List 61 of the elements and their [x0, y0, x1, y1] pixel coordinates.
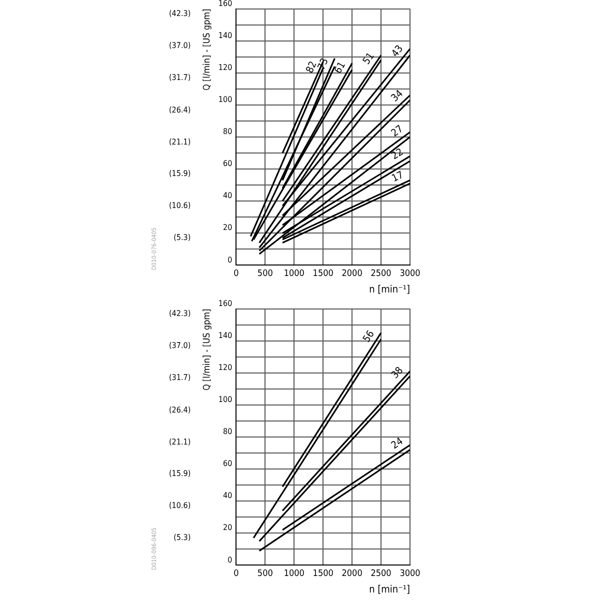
x-tick-label: 2000	[342, 568, 362, 579]
y2-tick-label: (26.4)	[168, 405, 191, 414]
y-tick-label: 120	[218, 362, 233, 372]
y2-tick-label: (21.1)	[168, 137, 191, 146]
y2-tick-label: (5.3)	[174, 233, 191, 242]
y-tick-label: 100	[218, 95, 233, 104]
text: 24	[390, 436, 406, 452]
x-tick-label: 1500	[312, 568, 334, 579]
text: 43	[390, 44, 406, 60]
y-tick-label: 40	[223, 191, 233, 200]
y2-tick-label: (26.4)	[168, 105, 191, 114]
y2-tick-label: (42.3)	[168, 8, 191, 18]
y-tick-label: 60	[223, 459, 233, 468]
y-tick-label: 0	[228, 255, 233, 264]
y-axis-title: Q [l/min] - [US gpm]	[202, 308, 212, 391]
y-tick-label: 40	[223, 491, 233, 500]
y-tick-label: 80	[223, 127, 233, 136]
text: 51	[361, 51, 377, 67]
y-tick-label: 20	[223, 523, 233, 532]
text: 61	[332, 60, 348, 76]
y-tick-label: 0	[228, 555, 233, 564]
text: 34	[390, 88, 406, 104]
y2-tick-label: (10.6)	[168, 501, 191, 510]
text: 27	[390, 124, 406, 140]
y2-tick-label: (15.9)	[168, 168, 191, 178]
x-axis-title: n [min⁻¹]	[369, 584, 410, 596]
y2-tick-label: (31.7)	[168, 73, 191, 82]
x-axis-title: n [min⁻¹]	[369, 284, 410, 296]
x-tick-label: 1000	[284, 568, 304, 579]
x-tick-label: 3000	[400, 568, 420, 579]
y2-tick-label: (42.3)	[168, 308, 191, 318]
x-tick-label: 500	[257, 268, 273, 279]
y-tick-label: 100	[218, 395, 233, 404]
x-tick-label: 1500	[312, 268, 334, 279]
y-tick-label: 140	[218, 330, 233, 340]
y-tick-label: 80	[223, 427, 233, 436]
y-tick-label: 160	[218, 298, 233, 308]
y2-tick-label: (15.9)	[168, 468, 191, 478]
text: 38	[390, 365, 406, 382]
y-tick-label: 120	[218, 62, 233, 72]
y-tick-label: 140	[218, 30, 233, 40]
y2-tick-label: (37.0)	[168, 41, 191, 50]
y2-tick-label: (31.7)	[168, 373, 191, 382]
text: 73	[316, 56, 331, 72]
x-tick-label: 2500	[370, 268, 392, 279]
y2-tick-label: (5.3)	[174, 533, 191, 542]
y-tick-label: 20	[223, 223, 233, 232]
text: 22	[390, 146, 406, 162]
y-tick-label: 160	[218, 0, 233, 8]
x-tick-label: 500	[257, 568, 273, 579]
x-tick-label: 2500	[370, 568, 392, 579]
text: 17	[390, 170, 406, 185]
text: 56	[361, 328, 377, 345]
y2-tick-label: (10.6)	[168, 201, 191, 210]
x-tick-label: 1000	[284, 268, 304, 279]
y2-tick-label: (21.1)	[168, 437, 191, 446]
y-tick-label: 60	[223, 159, 233, 168]
x-tick-label: 3000	[400, 268, 420, 279]
x-tick-label: 2000	[342, 268, 362, 279]
y2-tick-label: (37.0)	[168, 341, 191, 350]
y-axis-title: Q [l/min] - [US gpm]	[202, 8, 212, 91]
